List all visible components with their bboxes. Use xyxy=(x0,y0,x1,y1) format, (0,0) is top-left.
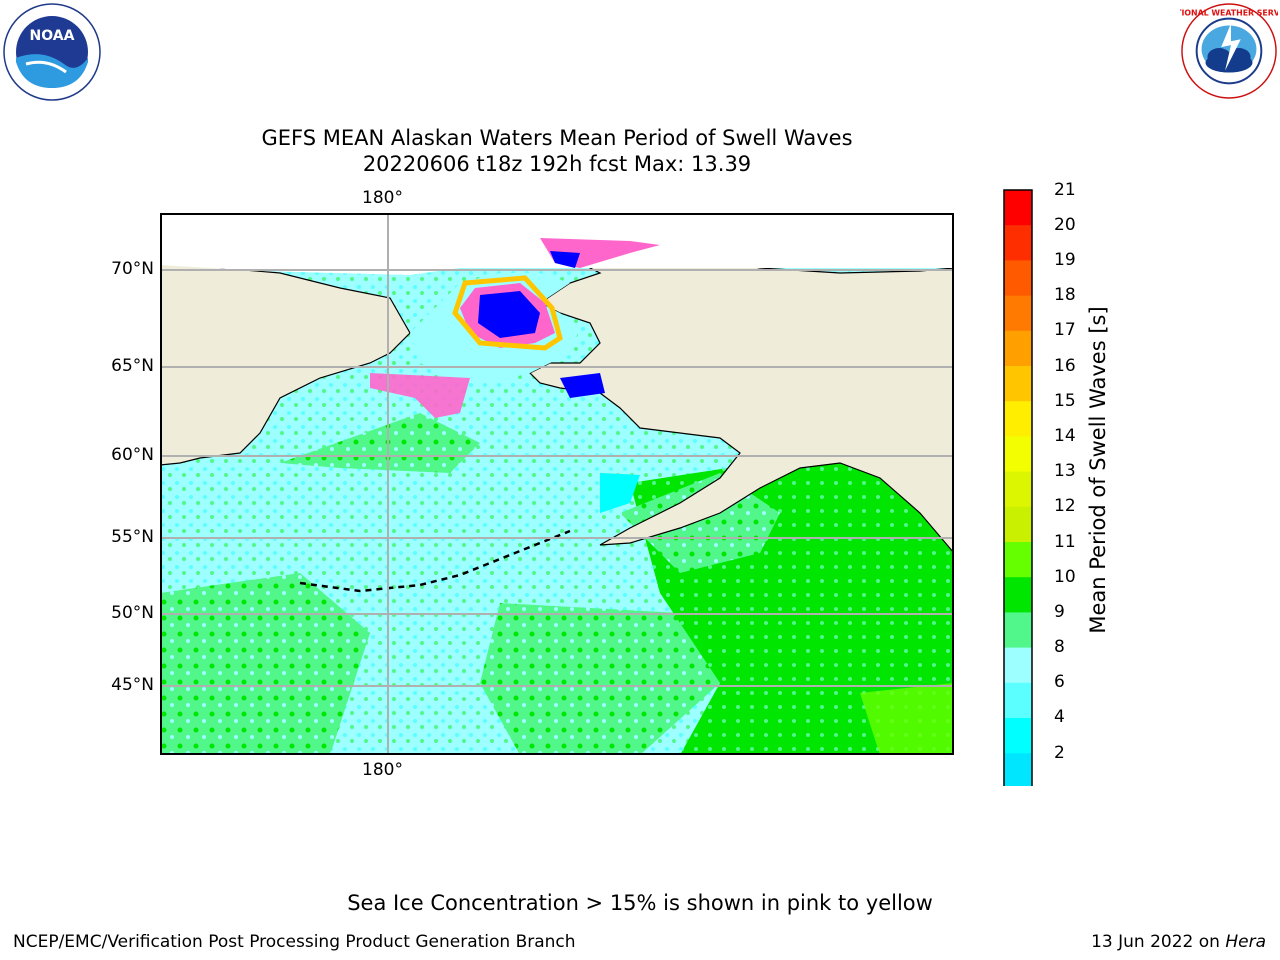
alaska-land xyxy=(528,242,954,554)
colorbar-segment xyxy=(1004,225,1032,261)
colorbar-segment xyxy=(1004,295,1032,332)
nws-logo: NATIONAL WEATHER SERVICE xyxy=(1180,3,1278,99)
colorbar-tick: 14 xyxy=(1054,426,1076,446)
sea-ice-note: Sea Ice Concentration > 15% is shown in … xyxy=(347,891,933,915)
colorbar-tick: 9 xyxy=(1054,602,1065,622)
sea-ice-bristol xyxy=(600,473,640,513)
colorbar-tick: 17 xyxy=(1054,320,1076,340)
colorbar-tick: 21 xyxy=(1054,180,1076,200)
sea-ice-chukchi-edge xyxy=(452,275,563,351)
aleutian-islands xyxy=(299,529,571,593)
west-green-band xyxy=(160,573,370,755)
colorbar-segment xyxy=(1004,506,1032,543)
colorbar-tick: 13 xyxy=(1054,461,1076,481)
colorbar-segment xyxy=(1004,718,1032,754)
colorbar-tick: 18 xyxy=(1054,285,1076,305)
colorbar-segment xyxy=(1004,330,1032,367)
colorbar-tick: 10 xyxy=(1054,567,1076,587)
colorbar-tick: 6 xyxy=(1054,672,1065,692)
colorbar-tick: 15 xyxy=(1054,391,1076,411)
footer-date: 13 Jun 2022 on Hera xyxy=(1091,932,1266,952)
swell-period-map xyxy=(160,213,954,755)
colorbar-segment xyxy=(1004,401,1032,437)
colorbar-segment xyxy=(1004,436,1032,473)
colorbar-tick: 2 xyxy=(1054,743,1065,763)
nws-ring-text: NATIONAL WEATHER SERVICE xyxy=(1180,9,1278,18)
colorbar-segment xyxy=(1004,471,1032,508)
colorbar-tick: 4 xyxy=(1054,707,1065,727)
lon-tick-top: 180° xyxy=(362,188,403,208)
footer-date-text: 13 Jun 2022 on xyxy=(1091,932,1226,952)
sea-ice-beaufort-core xyxy=(550,251,580,268)
central-green-band xyxy=(480,603,720,755)
colorbar-tick: 16 xyxy=(1054,356,1076,376)
colorbar-segment xyxy=(1004,647,1032,684)
map-subtitle: 20220606 t18z 192h fcst Max: 13.39 xyxy=(362,152,752,176)
colorbar-segment xyxy=(1004,612,1032,649)
graticule xyxy=(160,213,954,755)
footer-credit: NCEP/EMC/Verification Post Processing Pr… xyxy=(13,932,576,952)
colorbar-tick: 11 xyxy=(1054,532,1076,552)
map-border xyxy=(160,213,954,755)
colorbar-segment xyxy=(1004,190,1032,226)
colorbar-segment xyxy=(1004,753,1032,786)
sea-ice-anadyr xyxy=(370,373,470,418)
map-title: GEFS MEAN Alaskan Waters Mean Period of … xyxy=(261,126,853,150)
colorbar-label: Mean Period of Swell Waves [s] xyxy=(1086,306,1110,634)
colorbar-tick: 19 xyxy=(1054,250,1076,270)
colorbar-tick: 12 xyxy=(1054,496,1076,516)
svg-text:NOAA: NOAA xyxy=(30,28,75,44)
lat-tick-50: 50°N xyxy=(111,603,154,623)
colorbar xyxy=(1003,189,1033,786)
sea-ice-core xyxy=(478,291,540,338)
colorbar-segment xyxy=(1004,260,1032,297)
lat-tick-55: 55°N xyxy=(111,527,154,547)
siberia-land xyxy=(160,252,411,466)
lon-tick-bottom: 180° xyxy=(362,760,403,780)
colorbar-segment xyxy=(1004,366,1032,402)
colorbar-tick: 20 xyxy=(1054,215,1076,235)
colorbar-tick: 8 xyxy=(1054,637,1065,657)
noaa-logo: NOAA xyxy=(3,3,101,101)
footer-host: Hera xyxy=(1225,932,1266,952)
colorbar-segment xyxy=(1004,682,1032,719)
lat-tick-45: 45°N xyxy=(111,675,154,695)
colorbar-segment xyxy=(1004,577,1032,613)
lat-tick-70: 70°N xyxy=(111,259,154,279)
nw-green xyxy=(280,413,480,473)
sea-ice-norton xyxy=(560,373,605,398)
lat-tick-60: 60°N xyxy=(111,445,154,465)
colorbar-frame xyxy=(1003,189,1033,786)
colorbar-segment xyxy=(1004,542,1032,578)
ne-yellowgreen xyxy=(860,683,954,755)
lat-tick-65: 65°N xyxy=(111,356,154,376)
